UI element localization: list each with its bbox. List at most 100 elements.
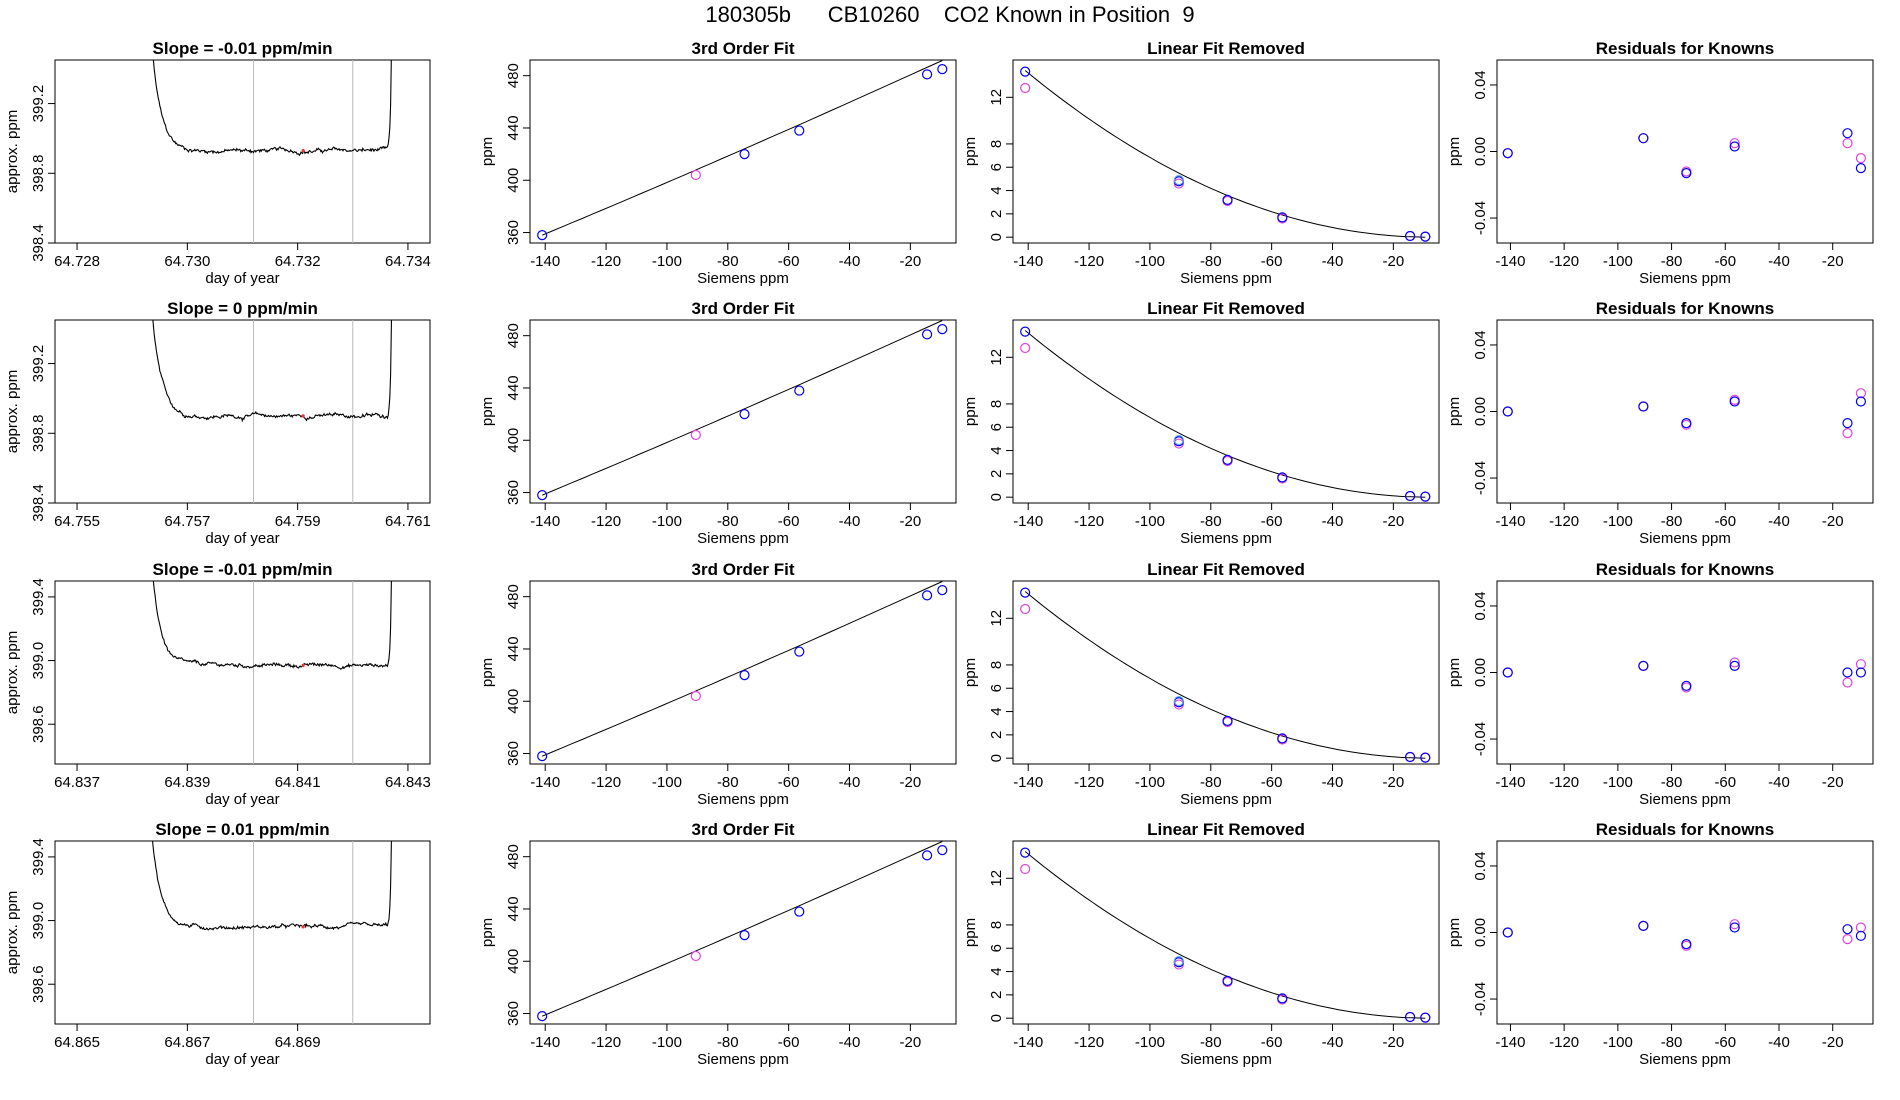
plot-frame <box>1496 840 1874 1025</box>
blue-residual <box>1729 922 1740 933</box>
blue-residual <box>1842 667 1853 678</box>
y-tick-label: 4 <box>988 446 1005 454</box>
panel-title: Slope = 0 ppm/min <box>167 299 318 318</box>
panel-title: 3rd Order Fit <box>692 560 795 579</box>
timeseries-panel: Slope = -0.01 ppm/min 64.837 64.839 64.841 6… <box>4 560 431 808</box>
x-tick-label: -100 <box>1603 513 1633 530</box>
quadratic-curve <box>1024 70 1426 238</box>
y-tick-label: 12 <box>988 349 1005 366</box>
y-axis-label: ppm <box>1446 918 1463 947</box>
quadratic-curve <box>1024 591 1426 759</box>
x-tick-label: -20 <box>1822 513 1844 530</box>
x-tick-label: 64.759 <box>275 513 321 530</box>
y-tick-label: 399.4 <box>30 578 47 616</box>
blue-residual <box>1855 163 1867 174</box>
plot-frame <box>1496 319 1874 504</box>
fit-point <box>739 670 750 681</box>
fit-panel: 3rd Order Fit -140 -120 -100 -80 -60 -40 -20 Sie… <box>479 560 957 808</box>
plot-frame <box>1012 840 1440 1025</box>
y-axis-label: ppm <box>962 918 979 947</box>
x-tick-label: -140 <box>1495 1034 1525 1051</box>
y-tick-label: 6 <box>988 423 1005 431</box>
blue-residual <box>1638 133 1649 144</box>
blue-point <box>1420 1012 1431 1023</box>
x-tick-label: -60 <box>778 253 800 270</box>
x-tick-label: -100 <box>1603 253 1633 270</box>
x-tick-label: -40 <box>839 1034 861 1051</box>
x-tick-label: -60 <box>1261 513 1283 530</box>
plot-frame <box>1496 580 1874 765</box>
x-tick-label: -120 <box>1074 774 1104 791</box>
x-tick-label: -100 <box>1135 774 1165 791</box>
y-axis-label: ppm <box>479 137 496 166</box>
x-tick-label: -120 <box>1549 253 1579 270</box>
x-tick-label: -140 <box>1013 1034 1043 1051</box>
fit-curve <box>542 60 943 236</box>
fit-panel: 3rd Order Fit -140 -120 -100 -80 -60 -40 -20 Sie… <box>479 820 957 1068</box>
x-tick-label: 64.837 <box>54 774 100 791</box>
y-axis-label: ppm <box>962 137 979 166</box>
x-tick-label: -100 <box>652 253 682 270</box>
x-tick-label: -80 <box>1661 513 1683 530</box>
magenta-residual <box>1855 153 1867 164</box>
fit-curve <box>542 581 943 757</box>
x-tick-label: -80 <box>717 774 739 791</box>
x-tick-label: -60 <box>1714 774 1736 791</box>
x-tick-label: -80 <box>1200 513 1222 530</box>
blue-residual <box>1638 660 1649 671</box>
concentration-trace <box>152 841 392 931</box>
cyan-point <box>1173 434 1184 446</box>
x-tick-label: -20 <box>1383 1034 1405 1051</box>
y-tick-label: 480 <box>505 584 522 609</box>
x-tick-label: -40 <box>1322 253 1344 270</box>
x-tick-label: -20 <box>1822 1034 1844 1051</box>
x-axis-label: day of year <box>205 791 279 808</box>
y-axis-label: approx. ppm <box>4 370 21 453</box>
y-tick-label: 360 <box>505 220 522 245</box>
y-tick-label: -0.04 <box>1472 982 1489 1016</box>
fit-point <box>537 1011 548 1022</box>
x-tick-label: -40 <box>839 513 861 530</box>
x-tick-label: -40 <box>1768 253 1790 270</box>
y-tick-label: 440 <box>505 375 522 400</box>
fit-point <box>739 409 750 420</box>
y-tick-label: 440 <box>505 115 522 140</box>
cyan-point <box>1173 955 1184 967</box>
y-tick-label: 0.00 <box>1472 658 1489 687</box>
x-axis-label: Siemens ppm <box>697 530 789 547</box>
plot-frame <box>529 840 957 1025</box>
fit-point <box>690 429 701 441</box>
x-tick-label: -80 <box>1661 1034 1683 1051</box>
y-tick-label: 399.4 <box>30 838 47 876</box>
x-tick-label: -20 <box>900 774 922 791</box>
y-tick-label: 399.0 <box>30 642 47 680</box>
fit-point <box>937 324 948 335</box>
y-tick-label: 0 <box>988 754 1005 762</box>
blue-point <box>1404 751 1416 763</box>
fit-point <box>690 169 701 181</box>
x-tick-label: -140 <box>1013 513 1043 530</box>
y-tick-label: 0.04 <box>1472 70 1489 99</box>
x-tick-label: -120 <box>1074 513 1104 530</box>
y-tick-label: 0.04 <box>1472 591 1489 620</box>
blue-point <box>1020 326 1031 337</box>
y-axis-label: ppm <box>479 918 496 947</box>
y-tick-label: 399.0 <box>30 902 47 940</box>
x-axis-label: Siemens ppm <box>1180 791 1272 808</box>
blue-point <box>1277 472 1288 483</box>
quadratic-curve <box>1024 851 1426 1019</box>
x-axis-label: Siemens ppm <box>697 270 789 287</box>
blue-point <box>1222 194 1233 205</box>
panel-title: Linear Fit Removed <box>1147 560 1305 579</box>
x-tick-label: 64.728 <box>54 253 100 270</box>
y-tick-label: -0.04 <box>1472 722 1489 756</box>
y-tick-label: 0 <box>988 233 1005 241</box>
blue-point <box>1277 993 1288 1004</box>
blue-residual <box>1502 667 1513 678</box>
y-axis-label: approx. ppm <box>4 631 21 714</box>
x-tick-label: -100 <box>1603 1034 1633 1051</box>
sample-marker <box>301 414 305 418</box>
y-axis-label: ppm <box>962 397 979 426</box>
x-axis-label: Siemens ppm <box>1639 530 1731 547</box>
